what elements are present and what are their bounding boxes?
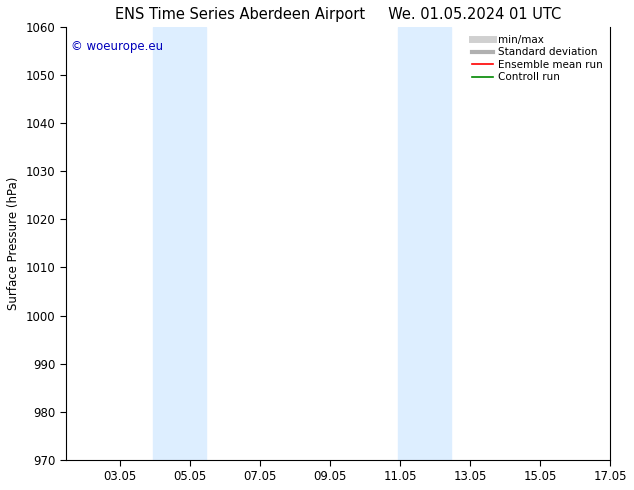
Text: © woeurope.eu: © woeurope.eu	[71, 40, 163, 53]
Title: ENS Time Series Aberdeen Airport     We. 01.05.2024 01 UTC: ENS Time Series Aberdeen Airport We. 01.…	[115, 7, 561, 22]
Legend: min/max, Standard deviation, Ensemble mean run, Controll run: min/max, Standard deviation, Ensemble me…	[470, 32, 605, 84]
Bar	[398, 27, 451, 460]
Bar	[153, 27, 206, 460]
Y-axis label: Surface Pressure (hPa): Surface Pressure (hPa)	[7, 177, 20, 310]
